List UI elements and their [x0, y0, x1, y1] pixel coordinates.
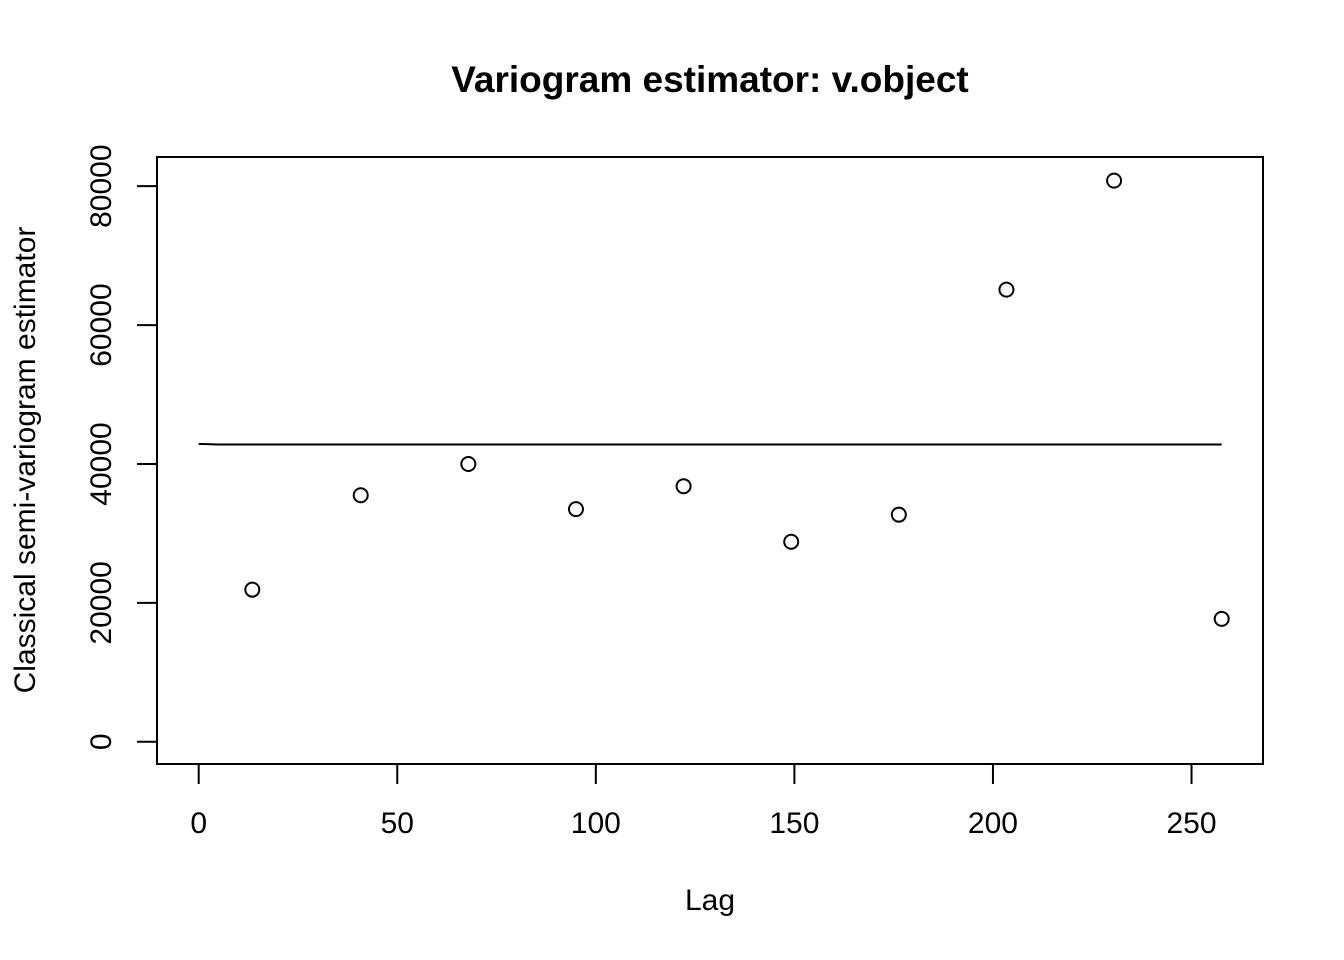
- x-tick-label: 100: [571, 807, 621, 840]
- data-point: [567, 501, 584, 518]
- y-tick-label: 0: [85, 733, 118, 750]
- data-point: [890, 506, 907, 523]
- x-tick-label: 150: [769, 807, 819, 840]
- fitted-line-layer: [198, 442, 1222, 446]
- y-tick-label: 80000: [85, 144, 118, 227]
- data-point: [352, 487, 369, 504]
- data-point: [998, 281, 1015, 298]
- data-point: [244, 581, 261, 598]
- y-tick-label: 60000: [85, 283, 118, 366]
- y-tick-label: 40000: [85, 422, 118, 505]
- data-point: [460, 455, 477, 472]
- data-point: [1213, 610, 1230, 627]
- x-tick-label: 200: [968, 807, 1018, 840]
- fitted-variogram-line: [198, 442, 1222, 446]
- points-layer: [244, 172, 1230, 627]
- x-tick-label: 0: [190, 807, 207, 840]
- x-axis-label: Lag: [685, 884, 735, 917]
- y-axis: 0 20000 40000 60000 80000: [85, 144, 158, 750]
- x-tick-label: 250: [1166, 807, 1216, 840]
- y-tick-label: 20000: [85, 561, 118, 644]
- data-point: [783, 533, 800, 550]
- x-axis: 0 50 100 150 200 250: [190, 763, 1217, 840]
- plot-frame: [156, 156, 1264, 765]
- data-point: [675, 478, 692, 495]
- data-point: [1106, 172, 1123, 189]
- x-tick-label: 50: [381, 807, 414, 840]
- y-axis-label: Classical semi-variogram estimator: [9, 227, 42, 694]
- chart-title: Variogram estimator: v.object: [451, 59, 968, 100]
